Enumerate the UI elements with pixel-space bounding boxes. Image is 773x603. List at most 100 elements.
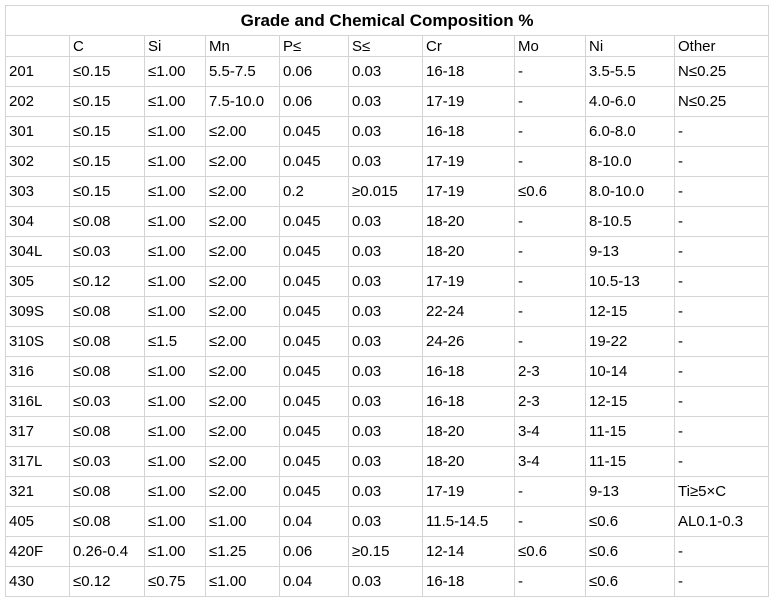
composition-cell: -: [673, 566, 770, 597]
composition-cell: ≤0.08: [69, 476, 145, 507]
composition-cell: 2-3: [514, 386, 586, 417]
composition-cell: 12-14: [422, 536, 515, 567]
grade-cell: 202: [5, 86, 70, 117]
composition-cell: 0.2: [279, 176, 349, 207]
composition-cell: ≤1.00: [144, 86, 206, 117]
composition-cell: 10.5-13: [585, 266, 675, 297]
composition-cell: ≤0.75: [144, 566, 206, 597]
composition-cell: ≤0.08: [69, 326, 145, 357]
grade-cell: 321: [5, 476, 70, 507]
composition-cell: -: [514, 56, 586, 87]
composition-cell: 0.04: [279, 566, 349, 597]
composition-cell: ≤2.00: [205, 326, 280, 357]
composition-cell: -: [673, 146, 770, 177]
composition-cell: ≤1.25: [205, 536, 280, 567]
composition-cell: -: [673, 326, 770, 357]
table-row: 309S ≤0.08 ≤1.00 ≤2.00 0.045 0.03 22-24-12-15-: [5, 296, 770, 327]
composition-cell: -: [673, 236, 770, 267]
composition-cell: 0.045: [279, 326, 349, 357]
composition-cell: 19-22: [585, 326, 675, 357]
header-1: C: [69, 35, 145, 57]
table-title: Grade and Chemical Composition %: [4, 5, 770, 36]
header-2: Si: [144, 35, 206, 57]
composition-cell: 6.0-8.0: [585, 116, 675, 147]
composition-cell: 5.5-7.5: [205, 56, 280, 87]
composition-cell: 0.045: [279, 206, 349, 237]
header-7: Mo: [514, 35, 586, 57]
composition-cell: ≤0.08: [69, 356, 145, 387]
composition-cell: ≤0.08: [69, 206, 145, 237]
composition-cell: 0.03: [348, 416, 423, 447]
composition-cell: 17-19: [422, 476, 515, 507]
table-body: 201 ≤0.15 ≤1.00 5.5-7.5 0.06 0.03 16-18-3.5-5.…: [5, 56, 770, 597]
composition-cell: ≤0.03: [69, 236, 145, 267]
composition-cell: ≤1.00: [144, 356, 206, 387]
grade-cell: 317: [5, 416, 70, 447]
composition-cell: 24-26: [422, 326, 515, 357]
composition-cell: 9-13: [585, 476, 675, 507]
grade-cell: 303: [5, 176, 70, 207]
composition-cell: ≤2.00: [205, 116, 280, 147]
composition-cell: 0.03: [348, 86, 423, 117]
composition-cell: ≤0.15: [69, 86, 145, 117]
composition-cell: 16-18: [422, 566, 515, 597]
composition-cell: 0.03: [348, 446, 423, 477]
composition-cell: -: [673, 536, 770, 567]
header-9: Other: [673, 35, 770, 57]
composition-cell: ≤1.00: [144, 206, 206, 237]
composition-cell: Ti≥5×C: [673, 476, 770, 507]
composition-cell: ≤1.00: [144, 266, 206, 297]
composition-cell: 16-18: [422, 56, 515, 87]
composition-cell: ≤1.00: [144, 176, 206, 207]
composition-cell: -: [673, 296, 770, 327]
composition-cell: -: [514, 146, 586, 177]
composition-cell: ≤1.00: [205, 506, 280, 537]
table-row: 405 ≤0.08 ≤1.00 ≤1.00 0.04 0.03 11.5-14.5- ≤0.6…: [5, 506, 770, 537]
composition-cell: 0.06: [279, 86, 349, 117]
composition-cell: 3.5-5.5: [585, 56, 675, 87]
grade-cell: 420F: [5, 536, 70, 567]
composition-cell: 0.03: [348, 356, 423, 387]
table-row: 316 ≤0.08 ≤1.00 ≤2.00 0.045 0.03 16-18 2-3 10-14…: [5, 356, 770, 387]
composition-cell: 22-24: [422, 296, 515, 327]
composition-cell: ≤0.08: [69, 416, 145, 447]
header-8: Ni: [585, 35, 675, 57]
composition-cell: 11.5-14.5: [422, 506, 515, 537]
composition-cell: 0.045: [279, 266, 349, 297]
composition-cell: 9-13: [585, 236, 675, 267]
table-row: 430 ≤0.12 ≤0.75 ≤1.00 0.04 0.03 16-18- ≤0.6 -: [5, 566, 770, 597]
composition-cell: ≤1.5: [144, 326, 206, 357]
composition-cell: -: [514, 506, 586, 537]
composition-cell: ≤2.00: [205, 176, 280, 207]
table-row: 321 ≤0.08 ≤1.00 ≤2.00 0.045 0.03 17-19-9-13 Ti≥…: [5, 476, 770, 507]
table-row: 316L ≤0.03 ≤1.00 ≤2.00 0.045 0.03 16-18 2-3 12-1…: [5, 386, 770, 417]
composition-cell: ≤0.6: [585, 536, 675, 567]
composition-cell: 8-10.5: [585, 206, 675, 237]
composition-cell: 0.03: [348, 506, 423, 537]
composition-cell: 10-14: [585, 356, 675, 387]
composition-cell: -: [514, 566, 586, 597]
table-row: 304 ≤0.08 ≤1.00 ≤2.00 0.045 0.03 18-20-8-10.5-: [5, 206, 770, 237]
composition-cell: -: [673, 416, 770, 447]
grade-cell: 310S: [5, 326, 70, 357]
composition-cell: ≤1.00: [144, 536, 206, 567]
composition-cell: ≤0.6: [514, 176, 586, 207]
grade-cell: 304: [5, 206, 70, 237]
composition-cell: 0.03: [348, 56, 423, 87]
composition-cell: -: [514, 266, 586, 297]
composition-cell: 17-19: [422, 266, 515, 297]
header-6: Cr: [422, 35, 515, 57]
table-row: 202 ≤0.15 ≤1.00 7.5-10.0 0.06 0.03 17-19-4.0-6…: [5, 86, 770, 117]
composition-cell: 0.03: [348, 476, 423, 507]
composition-cell: 0.045: [279, 356, 349, 387]
composition-cell: ≤0.6: [585, 506, 675, 537]
composition-cell: AL0.1-0.3: [673, 506, 770, 537]
composition-cell: 0.03: [348, 326, 423, 357]
composition-cell: ≤0.08: [69, 296, 145, 327]
composition-cell: -: [514, 296, 586, 327]
composition-cell: 0.03: [348, 266, 423, 297]
composition-cell: 18-20: [422, 236, 515, 267]
composition-cell: 0.045: [279, 446, 349, 477]
composition-cell: 4.0-6.0: [585, 86, 675, 117]
composition-cell: 16-18: [422, 116, 515, 147]
